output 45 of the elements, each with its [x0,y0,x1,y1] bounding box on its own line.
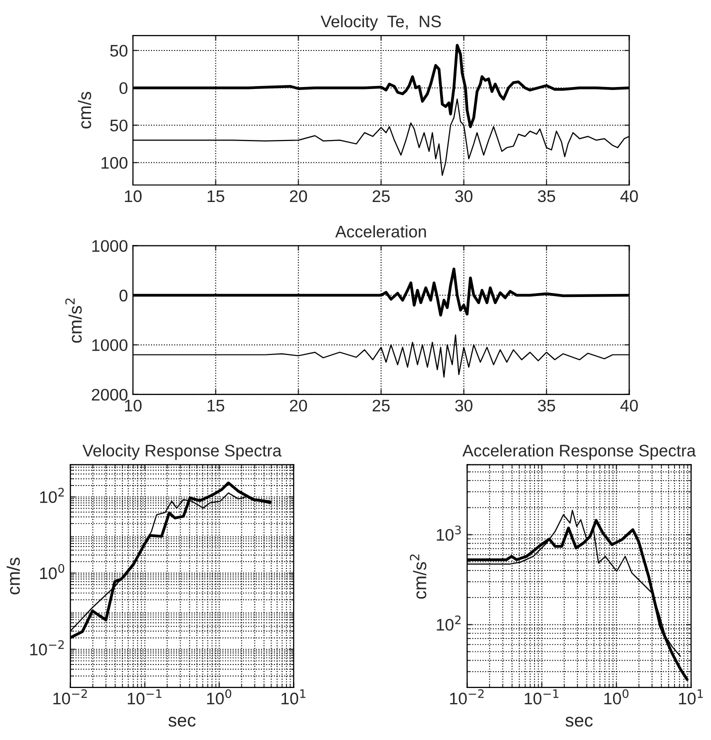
y-tick-label: 0 [119,82,128,94]
x-tick-label: 15 [208,400,224,412]
y-axis-title: cm/s [6,558,20,594]
y-tick-label: 10$^{3}$ [436,526,461,541]
y-tick-label: 10$^{2}$ [40,488,64,503]
x-axis-title: sec [566,716,593,727]
x-tick-label: 30 [455,400,472,412]
x-tick-label: 10$^{−1}$ [524,689,558,704]
x-tick-label: 10 [124,190,142,202]
y-tick-label: 50 [110,120,128,132]
chart-title: Velocity Response Spectra [82,444,282,460]
x-tick-label: 10$^{−1}$ [128,689,162,704]
y-axis-title: cm/s$^{2}$ [410,554,426,599]
y-tick-label: 50 [110,44,128,57]
x-tick-label: 25 [372,190,390,202]
x-tick-label: 10$^{0}$ [604,689,628,704]
y-tick-label: 0 [119,290,128,302]
x-tick-label: 15 [208,190,224,202]
x-axis-title: sec [168,716,196,727]
x-tick-label: 20 [290,190,307,202]
y-axis-title: cm/s$^{2}$ [65,298,82,343]
chart-title: Acceleration Response Spectra [462,444,696,460]
x-tick-label: 10$^{1}$ [679,689,703,704]
y-tick-label: 10$^{0}$ [40,564,64,580]
y-tick-label: 10$^{−2}$ [30,640,64,656]
y-tick-label: 1000 [92,339,128,352]
y-tick-label: 2000 [92,388,128,401]
chart-title: Velocity Te, NS [320,15,441,31]
y-tick-label: 1000 [92,240,128,252]
x-tick-label: 25 [372,400,390,412]
y-tick-label: 100 [102,156,128,169]
x-tick-label: 40 [620,190,638,202]
x-tick-label: 40 [620,400,638,412]
x-tick-label: 20 [290,400,307,412]
x-tick-label: 35 [538,190,556,202]
x-tick-label: 10$^{1}$ [282,689,306,704]
x-tick-label: 10$^{0}$ [207,689,232,704]
y-tick-label: 10$^{2}$ [436,615,461,631]
x-tick-label: 35 [538,400,556,412]
chart-title: Acceleration [335,225,426,238]
x-tick-label: 10 [124,400,142,412]
x-tick-label: 10$^{−2}$ [53,689,87,704]
y-axis-title: cm/s [78,92,92,129]
x-tick-label: 10$^{−2}$ [450,689,484,704]
x-tick-label: 30 [455,190,472,202]
